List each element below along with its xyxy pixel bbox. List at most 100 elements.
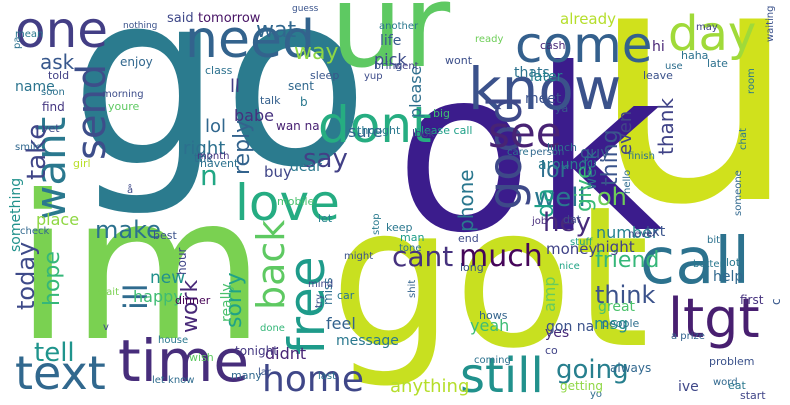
word: thank	[654, 97, 678, 155]
word: sleep	[310, 69, 340, 82]
word: better	[693, 259, 724, 270]
word: enjoy	[120, 55, 153, 69]
word: oh	[597, 183, 627, 211]
word: come	[515, 16, 653, 74]
word: still	[460, 348, 544, 404]
word: tonight	[235, 344, 278, 358]
word: text	[15, 346, 106, 400]
word: hey	[543, 208, 591, 238]
word: house	[158, 335, 189, 346]
word: month	[197, 151, 230, 162]
word: word	[713, 377, 738, 388]
word: please	[406, 65, 425, 118]
word: place	[36, 210, 80, 229]
word: something	[8, 177, 24, 252]
word: shit	[407, 279, 418, 298]
word: went	[394, 61, 419, 72]
word: way	[294, 40, 339, 65]
word: last	[318, 371, 337, 382]
word: babe	[234, 106, 274, 125]
word: ok	[395, 21, 663, 283]
word: already	[560, 10, 617, 28]
word: cash	[540, 39, 566, 52]
word: dont	[318, 96, 432, 154]
word: great	[598, 299, 636, 315]
word: waiting	[765, 5, 776, 42]
word: u	[590, 0, 790, 277]
word: buy	[264, 163, 292, 181]
word: stuff	[570, 237, 593, 248]
word: home	[262, 359, 365, 400]
word: lar	[258, 367, 272, 378]
word: wont	[445, 54, 473, 67]
word: bring	[374, 59, 403, 72]
word: go	[70, 0, 370, 220]
word: happy	[133, 287, 183, 306]
word: thats	[514, 65, 550, 81]
word: message	[336, 333, 399, 349]
word: coming	[474, 355, 511, 366]
word: ya	[555, 102, 569, 115]
word: haha	[681, 49, 709, 62]
word: might	[344, 251, 374, 262]
word: gon na	[546, 319, 595, 335]
word: man	[400, 231, 425, 244]
word: chat	[738, 128, 749, 150]
word: number	[596, 223, 659, 242]
word: hi	[652, 39, 665, 55]
word: pick	[374, 50, 407, 69]
word: time	[118, 327, 250, 395]
word: say	[303, 144, 348, 174]
word: someone	[733, 170, 744, 216]
word: later	[530, 69, 563, 85]
word: havent	[200, 157, 239, 170]
word: best	[153, 229, 177, 242]
word: leave	[643, 69, 673, 82]
word: life	[380, 33, 402, 49]
word: class	[205, 64, 233, 77]
word: start	[740, 389, 766, 402]
word: ask	[40, 50, 75, 74]
word: thk	[194, 151, 214, 165]
word: cant	[392, 240, 454, 273]
word: need	[185, 10, 315, 70]
word: keep	[386, 221, 413, 234]
word: mean	[15, 29, 44, 40]
word: lor	[540, 158, 569, 183]
word: night	[596, 238, 635, 256]
word: please call	[414, 124, 473, 137]
word: yup	[364, 71, 383, 82]
word: ll	[230, 76, 241, 97]
word: hour	[175, 247, 189, 276]
word: use	[665, 61, 683, 72]
word: tomorrow	[198, 11, 261, 26]
word: bit	[707, 235, 721, 246]
word: going	[556, 355, 629, 385]
word: girl	[73, 157, 91, 170]
word: eat	[728, 379, 746, 392]
word: å	[127, 185, 134, 196]
word: stop	[371, 213, 382, 235]
word: finish	[628, 151, 655, 162]
word: love	[235, 174, 340, 232]
word: dinner	[175, 294, 211, 307]
word: sent	[288, 79, 314, 93]
word: try	[314, 294, 325, 308]
word: anything	[390, 376, 470, 397]
word: n	[200, 159, 218, 192]
word: didnt	[265, 344, 307, 363]
word: lunch	[547, 141, 578, 154]
word: problem	[709, 355, 755, 368]
word: think	[595, 281, 656, 309]
word: smile	[15, 142, 42, 153]
word: soon	[41, 87, 65, 98]
word: many	[231, 369, 262, 382]
word: help	[713, 269, 744, 285]
word: back	[249, 219, 293, 310]
word: end	[458, 232, 479, 245]
word: hows	[479, 309, 508, 322]
word: wat	[256, 18, 297, 43]
word: ltgt	[668, 287, 760, 350]
word: care	[507, 147, 529, 158]
